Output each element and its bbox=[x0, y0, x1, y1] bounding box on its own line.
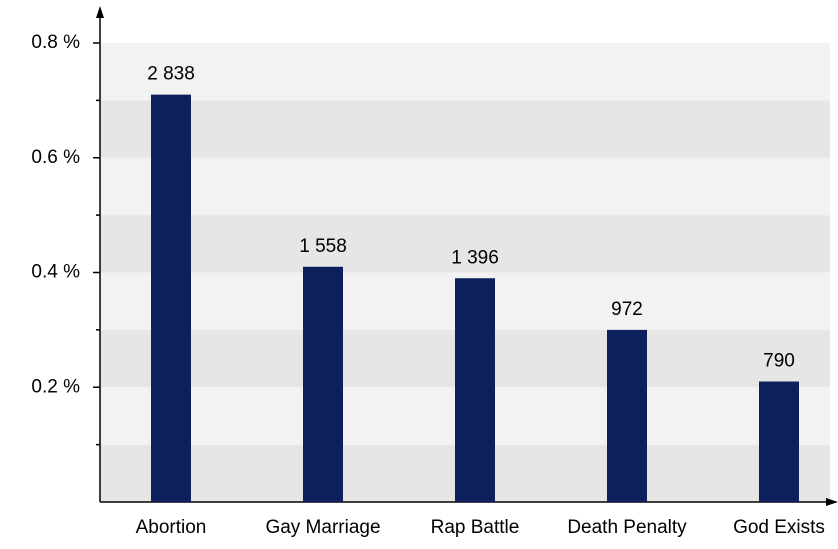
data-label: 790 bbox=[763, 351, 795, 372]
y-axis-arrow bbox=[96, 6, 104, 18]
y-tick-label: 0.2 % bbox=[31, 376, 80, 397]
bar bbox=[303, 266, 343, 502]
y-tick-label: 0.8 % bbox=[31, 32, 80, 53]
data-label: 2 838 bbox=[147, 64, 195, 85]
y-tick-label: 0.6 % bbox=[31, 147, 80, 168]
x-tick-label: God Exists bbox=[733, 517, 825, 538]
grid-band bbox=[100, 100, 830, 158]
y-tick-label: 0.4 % bbox=[31, 262, 80, 283]
x-tick-label: Gay Marriage bbox=[265, 517, 380, 538]
grid-band bbox=[100, 157, 830, 216]
grid-band bbox=[100, 215, 830, 273]
bar bbox=[455, 278, 495, 502]
data-label: 1 558 bbox=[299, 236, 347, 257]
x-tick-label: Death Penalty bbox=[567, 517, 687, 538]
data-label: 1 396 bbox=[451, 247, 499, 268]
x-tick-label: Rap Battle bbox=[431, 517, 520, 538]
data-label: 972 bbox=[611, 299, 643, 320]
x-axis-arrow bbox=[826, 498, 838, 506]
bar bbox=[607, 329, 647, 502]
x-tick-label: Abortion bbox=[136, 517, 207, 538]
bar bbox=[759, 381, 799, 502]
grid-band bbox=[100, 43, 830, 101]
bar bbox=[151, 94, 191, 502]
